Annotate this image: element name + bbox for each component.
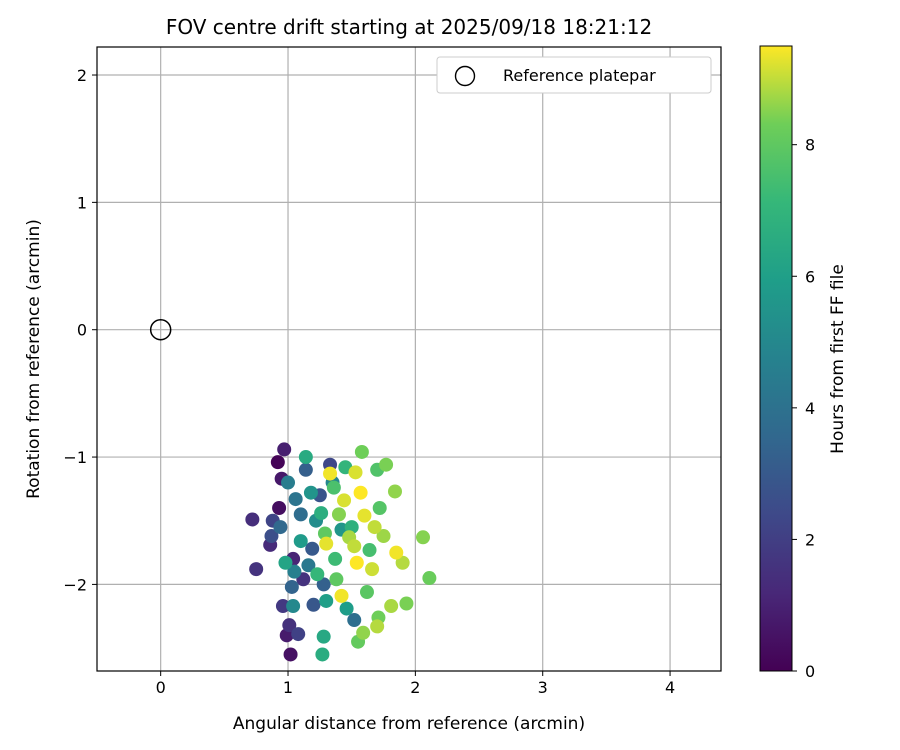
reference-marker-group [149,318,172,341]
data-point [293,507,308,522]
data-point [277,442,292,457]
grid [97,47,721,671]
x-axis-label: Angular distance from reference (arcmin) [233,714,585,734]
x-tick-label: 4 [665,678,675,697]
data-point [354,444,369,459]
data-point [323,466,338,481]
colorbar-tick-label: 8 [805,136,815,155]
data-point [357,508,372,523]
data-point [287,564,302,579]
data-point [329,572,344,587]
data-points [245,442,437,662]
data-point [334,588,349,603]
data-point [416,530,431,545]
data-point [326,480,341,495]
data-point [362,543,377,558]
data-point [348,465,363,480]
x-tick-label: 0 [156,678,166,697]
data-point [367,520,382,535]
data-point [288,492,303,507]
data-point [387,484,402,499]
colorbar: 0 2 4 6 8 Hours from first FF file [759,45,848,681]
colorbar-tick-label: 2 [805,530,815,549]
y-tick-label: 1 [77,193,87,212]
y-axis-ticks: −2 −1 0 1 2 [63,66,97,594]
data-point [249,562,264,577]
colorbar-gradient [759,45,793,672]
data-point [310,567,325,582]
data-point [301,558,316,573]
data-point [399,596,414,611]
data-point [264,529,279,544]
y-tick-label: 2 [77,66,87,85]
data-point [275,599,290,614]
data-point [281,475,296,490]
data-point [283,647,298,662]
data-point [353,485,368,500]
data-point [315,647,330,662]
colorbar-label: Hours from first FF file [828,264,848,454]
x-axis-ticks: 0 1 2 3 4 [156,671,675,697]
data-point [347,539,362,554]
y-axis-label: Rotation from reference (arcmin) [24,219,44,499]
data-point [306,597,321,612]
data-point [298,450,313,465]
data-point [245,512,260,527]
data-point [370,619,385,634]
data-point [282,618,297,633]
data-point [376,529,391,544]
data-point [349,555,364,570]
colorbar-tick-label: 6 [805,267,815,286]
data-point [384,599,399,614]
data-point [339,601,354,616]
data-point [337,493,352,508]
data-point [284,579,299,594]
data-point [314,506,329,521]
data-point [319,536,334,551]
data-point [298,462,313,477]
data-point [389,545,404,560]
reference-platepar-marker [149,318,172,341]
x-tick-label: 3 [538,678,548,697]
colorbar-tick-label: 0 [805,662,815,681]
legend: Reference platepar [436,56,712,94]
y-tick-label: 0 [77,321,87,340]
legend-label: Reference platepar [503,66,656,85]
data-point [293,534,308,549]
x-tick-label: 1 [283,678,293,697]
data-point [347,613,362,628]
y-tick-label: −2 [63,575,87,594]
x-tick-label: 2 [410,678,420,697]
data-point [319,593,334,608]
data-point [359,585,374,600]
data-point [305,541,320,556]
data-point [317,526,332,541]
data-point [372,500,387,515]
data-point [278,555,293,570]
legend-reference-marker [454,65,476,87]
data-point [270,455,285,470]
data-point [422,571,437,586]
data-point [395,555,410,570]
data-point [291,627,306,642]
data-point [273,520,288,535]
colorbar-ticks: 0 2 4 6 8 [792,136,815,681]
plot-frame [96,46,722,672]
data-point [331,507,346,522]
legend-box [436,56,712,94]
data-point [356,625,371,640]
data-point [316,629,331,644]
data-point [286,599,301,614]
data-point [316,577,331,592]
data-point [365,562,380,577]
chart-title: FOV centre drift starting at 2025/09/18 … [166,15,652,39]
colorbar-tick-label: 4 [805,399,815,418]
data-point [272,500,287,515]
data-point [328,551,343,566]
data-point [303,485,318,500]
data-point [379,457,394,472]
y-tick-label: −1 [63,448,87,467]
